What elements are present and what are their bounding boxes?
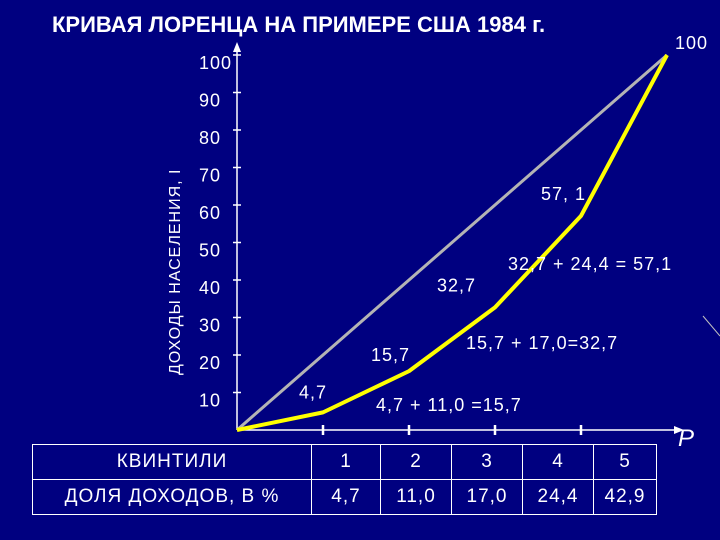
annotation-3: 32,7 + 24,4 = 57,1 (508, 254, 672, 274)
point-label: 32,7 (437, 275, 476, 295)
y-tick-label: 10 (199, 391, 221, 411)
table-cell: 4,7 (311, 479, 381, 515)
table-cell: 24,4 (522, 479, 594, 515)
table-cell: 2 (380, 444, 452, 480)
chart-title: КРИВАЯ ЛОРЕНЦА НА ПРИМЕРЕ США 1984 г. (52, 12, 545, 37)
annotation-2: 15,7 + 17,0=32,7 (466, 333, 618, 353)
table-cell: 3 (451, 444, 523, 480)
y-tick-label: 70 (199, 166, 221, 186)
edge-mark (702, 315, 720, 337)
x-axis-label: P (678, 425, 694, 452)
table-row-quintiles: КВИНТИЛИ 1 2 3 4 5 (32, 444, 657, 480)
annotation-1: 4,7 + 11,0 =15,7 (376, 395, 522, 415)
table-cell: 5 (593, 444, 657, 480)
x-axis-arrow-icon (674, 426, 684, 434)
point-label: 57, 1 (541, 184, 586, 204)
y-tick-label: 80 (199, 128, 221, 148)
y-tick-label: 40 (199, 278, 221, 298)
y-ticks: 10 20 30 40 50 60 70 80 90 100 (199, 53, 241, 411)
table-cell: 4 (522, 444, 594, 480)
y-tick-label: 60 (199, 203, 221, 223)
table-cell: 11,0 (380, 479, 452, 515)
row2-label: ДОЛЯ ДОХОДОВ, В % (32, 479, 312, 515)
y-tick-label: 90 (199, 91, 221, 111)
equality-line (236, 53, 668, 432)
series (236, 53, 669, 432)
y-axis-label: ДОХОДЫ НАСЕЛЕНИЯ, I (167, 169, 184, 375)
y-tick-label: 30 (199, 316, 221, 336)
table-row-shares: ДОЛЯ ДОХОДОВ, В % 4,7 11,0 17,0 24,4 42,… (32, 479, 657, 515)
quintile-table: КВИНТИЛИ 1 2 3 4 5 ДОЛЯ ДОХОДОВ, В % 4,7… (32, 444, 657, 515)
y-tick-label: 50 (199, 241, 221, 261)
table-cell: 42,9 (593, 479, 657, 515)
table-cell: 1 (311, 444, 381, 480)
x-ticks (321, 425, 583, 435)
lorenz-curve (236, 54, 669, 432)
point-labels: 4,7 15,7 32,7 57, 1 100 (299, 33, 708, 402)
y-tick-label: 100 (199, 53, 232, 73)
point-label: 15,7 (371, 345, 410, 365)
row1-label: КВИНТИЛИ (32, 444, 312, 480)
axes (233, 42, 684, 434)
point-label: 4,7 (299, 382, 327, 402)
y-tick-label: 20 (199, 353, 221, 373)
point-label: 100 (675, 33, 708, 53)
y-axis-arrow-icon (233, 42, 241, 52)
table-cell: 17,0 (451, 479, 523, 515)
